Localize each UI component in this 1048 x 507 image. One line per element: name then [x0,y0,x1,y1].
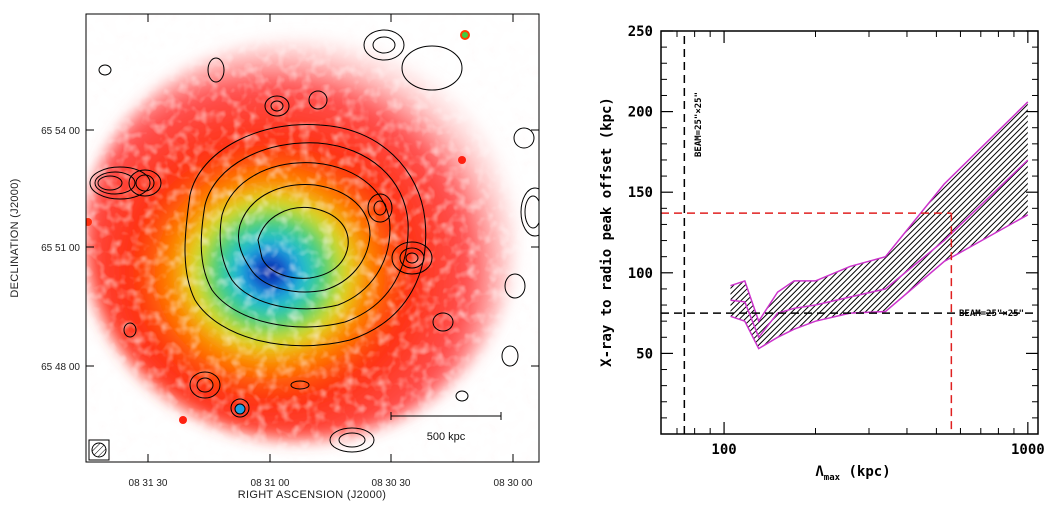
x-tick-label: 1000 [1011,442,1045,458]
offset-chart: 50 100 150 200 250 100 1000 X-ray to radio pea… [599,24,1045,483]
y-tick-label: 100 [628,266,653,282]
scale-bar-label: 500 kpc [427,431,466,443]
chart-xlabel-symbol: Λ [815,464,824,480]
map-xlabel: RIGHT ASCENSION (J2000) [238,489,387,501]
map-ticks: 08 31 30 08 31 00 08 30 30 08 30 00 65 54 00… [41,14,539,489]
point-source [460,30,470,40]
y-tick-label: 200 [628,105,653,121]
dec-tick-label: 65 51 00 [41,243,80,254]
chart-xlabel-unit: (kpc) [840,464,891,480]
y-tick-label: 50 [636,346,653,362]
map-frame [85,13,540,463]
ra-tick-label: 08 31 30 [129,478,168,489]
point-source [179,416,187,424]
offset-band-mid-line [730,159,1029,339]
chart-ylabel: X-ray to radio peak offset (kpc) [599,97,615,367]
beam-vertical-label: BEAM=25"×25" [694,92,704,157]
y-tick-label: 150 [628,185,653,201]
chart-xlabel: Λmax (kpc) [815,464,890,483]
xray-noise-texture [86,14,539,462]
chart-frame [660,30,1039,435]
chart-xlabel-subscript: max [824,473,841,483]
ra-tick-label: 08 30 30 [372,478,411,489]
y-tick-label: 250 [628,24,653,40]
offset-band-upper-line [730,101,1029,323]
hatched-beam-icon [88,439,110,461]
radio-contours [89,29,539,453]
point-source [458,156,466,164]
x-tick-label: 100 [711,442,736,458]
ra-tick-label: 08 30 00 [494,478,533,489]
scale-bar [390,412,502,420]
offset-band-lower-line [730,214,1029,350]
ra-tick-label: 08 31 00 [251,478,290,489]
map-ylabel: DECLINATION (J2000) [9,178,21,297]
dec-tick-label: 65 54 00 [41,126,80,137]
point-source [86,218,92,226]
point-source [234,403,246,415]
beam-horizontal-label: BEAM=25"×25" [959,309,1024,319]
xray-radio-map: 500 kpc 08 31 30 08 31 00 08 30 30 08 30 00… [9,13,540,501]
dec-tick-label: 65 48 00 [41,362,80,373]
offset-band-fill [730,101,1028,349]
